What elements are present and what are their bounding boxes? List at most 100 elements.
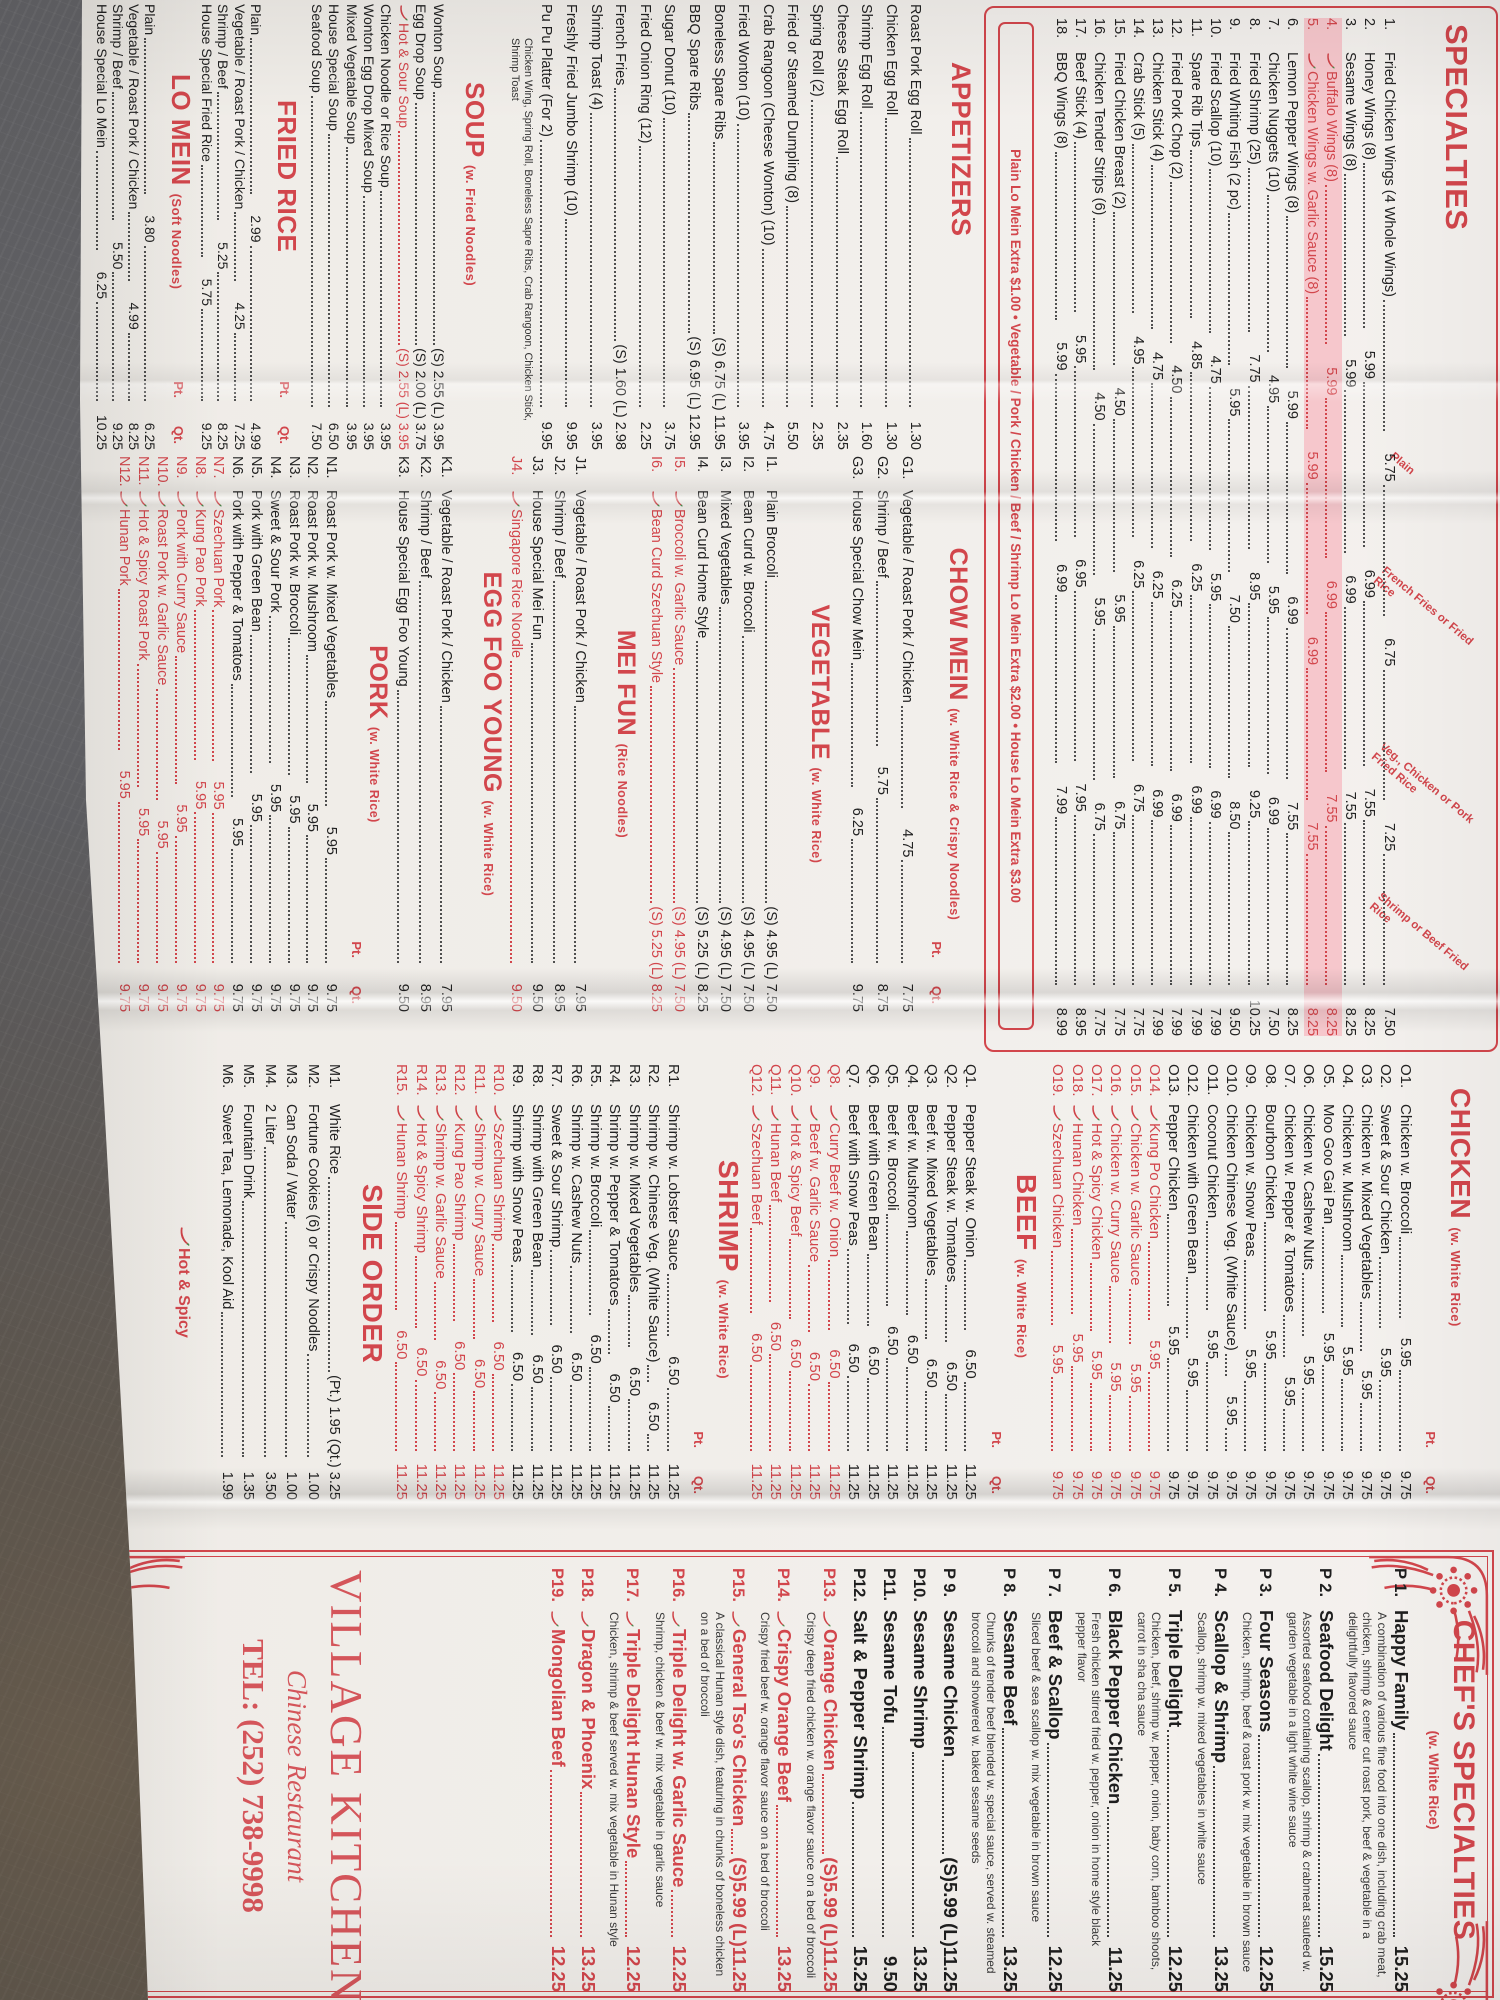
dot-leader (144, 38, 157, 193)
menu-item: Fried Onion Ring (12) 2.25 (637, 4, 662, 450)
item-name: Fried Chicken Breast (2) (1110, 52, 1127, 210)
dot-leader (1363, 163, 1376, 328)
egg-foo-young-items: K1. Vegetable / Roast Pork / Chicken 7.95 K… (395, 456, 460, 1012)
item-price: 11.25 (1105, 1946, 1127, 1992)
item-price: 6.50 (826, 1349, 843, 1379)
item-number: R6. (567, 1064, 585, 1088)
item-price: 1.60 (858, 421, 875, 450)
item-price: 6.50 (393, 1330, 411, 1360)
item-price: 5.99 (1342, 359, 1359, 388)
item-name: Vegetable / Roast Pork / Chicken (126, 4, 142, 210)
item-number: P 8. (1000, 1568, 1018, 1598)
dot-leader (667, 1388, 680, 1451)
item-price: (S)5.99 (L)11.25 (820, 1857, 841, 1992)
dot-leader (765, 581, 778, 904)
dot-leader (175, 836, 188, 963)
item-name: Sesame Beef (1000, 1610, 1021, 1726)
item-number: O16. (1107, 1064, 1125, 1097)
item-price: (S)5.99 (L)11.25 (729, 1857, 750, 1992)
dot-leader (1248, 386, 1261, 550)
dot-leader (1051, 1251, 1064, 1325)
chef-special-item: P 6. Black Pepper Chicken 11.25 Fresh chick… (1075, 1568, 1129, 1992)
chef-item-title-row: P12. Salt & Pepper Shrimp 15.25 (849, 1568, 873, 1992)
item-price: 5.95 (116, 770, 133, 799)
item-price: 9.75 (1107, 1470, 1125, 1501)
item-name: Beef w. Garlic Sauce (806, 1123, 824, 1263)
dot-leader (234, 333, 247, 401)
menu-item: K3. House Special Egg Foo Young 9.50 (395, 456, 417, 1012)
menu-item: Shrimp Egg Roll 1.60 (858, 4, 883, 450)
dot-leader (201, 309, 214, 401)
item-price: 9.25 (110, 422, 126, 451)
specialties-items: 1. Fried Chicken Wings (4 Whole Wings) 5.7… (1053, 18, 1400, 1036)
dot-leader (1071, 1366, 1084, 1451)
beef-subtitle: (w. White Rice) (1014, 1258, 1029, 1359)
item-price: 2.35 (833, 421, 850, 450)
dot-leader (531, 643, 544, 963)
item-price: 7.95 (572, 983, 589, 1012)
item-price: 1.00 (305, 1471, 321, 1500)
item-number: P10. (910, 1568, 928, 1602)
dot-leader (1360, 1302, 1373, 1350)
menu-item: Q9. Beef w. Garlic Sauce 6.50 11.25 (807, 1064, 827, 1500)
chef-item-title-row: P 3. Four Seasons 12.25 (1256, 1568, 1280, 1992)
menu-item: Crab Rangoon (Cheese Wonton) (10) 4.75 (760, 4, 785, 450)
item-name: Chicken w. Pepper & Tomatoes (1280, 1104, 1298, 1313)
item-number: Q5. (884, 1064, 902, 1089)
item-name: Cheese Steak Egg Roll (833, 4, 850, 154)
item-number: M2. (305, 1064, 321, 1089)
dot-leader (1325, 612, 1338, 772)
item-price: 11.25 (606, 1463, 624, 1500)
chow-mein-items: G1. Vegetable / Roast Pork / Chicken 4.75 7… (849, 456, 924, 1012)
item-number: N8. (191, 456, 208, 479)
item-price: 3.75 (661, 421, 678, 450)
menu-item: R10. Szechuan Shrimp 6.50 11.25 (490, 1064, 509, 1500)
dot-leader (1306, 668, 1319, 799)
dot-leader (473, 1279, 486, 1339)
item-price: 4.25 (231, 302, 248, 330)
item-number: Q4. (904, 1064, 921, 1089)
item-price: 6.99 (1264, 796, 1281, 826)
menu-item: O3. Chicken w. Mixed Vegetables 5.95 9.75 (1358, 1064, 1377, 1500)
item-price: 11.25 (451, 1463, 469, 1501)
item-price: 11.25 (826, 1463, 843, 1501)
item-number: R13. (431, 1064, 449, 1096)
dot-leader (118, 589, 131, 750)
dot-leader (570, 1385, 583, 1451)
dot-leader (1267, 406, 1280, 563)
menu-item: O1. Chicken w. Broccoli 5.95 9.75 (1397, 1064, 1416, 1500)
item-name: Chicken with Green Bean (1184, 1104, 1202, 1275)
dot-leader (221, 1312, 234, 1457)
dot-leader (1090, 1263, 1103, 1331)
menu-item: Egg Drop Soup (S) 2.00 (L) 3.75 (413, 4, 430, 450)
dot-leader (156, 852, 169, 963)
chef-item-title-row: P15. General Tso's Chicken (S)5.99 (L)11.2… (728, 1568, 752, 1992)
item-price: 11.25 (431, 1463, 449, 1501)
dot-leader (647, 1365, 660, 1382)
dot-leader (626, 1861, 640, 1937)
menu-item: O6. Chicken w. Cashew Nuts 5.95 9.75 (1300, 1064, 1319, 1500)
item-number: J1. (572, 456, 589, 476)
dot-leader (1186, 1277, 1199, 1338)
dot-leader (867, 1378, 880, 1451)
item-price: 6.50 (748, 1333, 765, 1363)
pepper-icon (771, 1104, 780, 1121)
item-name: Chicken Stick (4) (1149, 52, 1166, 162)
item-price: 6.99 (1284, 596, 1301, 625)
dot-leader (574, 706, 587, 963)
dot-leader (398, 131, 411, 345)
item-price: 9.75 (1165, 1470, 1183, 1501)
item-name: Shrimp w. Cashew Nuts (567, 1104, 585, 1264)
item-price: 6.50 (923, 1358, 941, 1388)
item-number: M3. (283, 1064, 300, 1089)
pork-subtitle: (w. White Rice) (367, 726, 381, 823)
item-name: Buffalo Wings (8) (1322, 71, 1339, 182)
item-number: N6. (229, 456, 246, 479)
item-description: Assorted seafood containing scallop, shr… (1286, 1612, 1315, 1973)
dot-leader (1151, 165, 1164, 330)
item-price: 11.25 (625, 1463, 643, 1500)
item-name: Fried Wonton (10) (735, 4, 752, 121)
item-name: Bean Curd Home Style (694, 490, 710, 639)
dot-leader (713, 142, 726, 334)
item-price: 4.75 (759, 421, 776, 450)
